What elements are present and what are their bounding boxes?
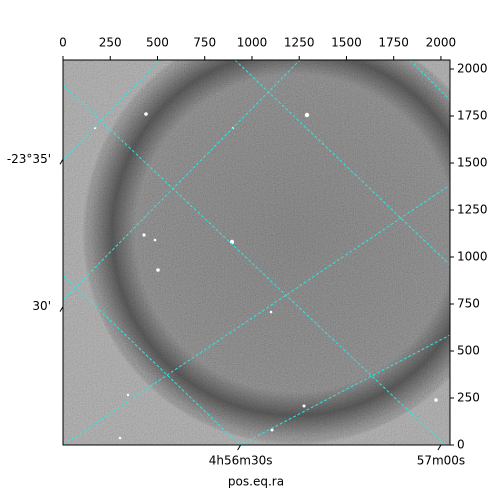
y-tick-label: 1500 (457, 156, 488, 170)
y-tick-label: 250 (457, 391, 480, 405)
x-tick-label: 1750 (378, 36, 409, 50)
frame (62, 59, 451, 446)
x-tick-label: 500 (146, 36, 169, 50)
x-tick-label: 2000 (426, 36, 457, 50)
x-tick-label: 0 (59, 36, 67, 50)
ra-tick (437, 444, 442, 451)
y-tick-label: 2000 (457, 62, 488, 76)
ra-tick-label: 57m00s (417, 454, 465, 468)
image (63, 60, 450, 445)
x-axis-label: pos.eq.ra (228, 475, 284, 489)
dec-tick-label: 30' (32, 299, 51, 313)
x-tick-label: 1000 (237, 36, 268, 50)
y-tick-label: 0 (457, 438, 465, 452)
x-tick-label: 1500 (331, 36, 362, 50)
y-tick-label: 750 (457, 297, 480, 311)
dec-tick (59, 306, 64, 312)
dec-tick-label: -23°35' (7, 152, 51, 166)
y-tick-label: 500 (457, 344, 480, 358)
y-tick-label: 1250 (457, 203, 488, 217)
dec-tick (59, 159, 64, 165)
y-tick-label: 1750 (457, 109, 488, 123)
y-tick-label: 1000 (457, 250, 488, 264)
x-tick-label: 1250 (284, 36, 315, 50)
ra-tick (237, 444, 242, 451)
x-tick-label: 250 (99, 36, 122, 50)
x-tick-label: 750 (193, 36, 216, 50)
ra-tick-label: 4h56m30s (209, 454, 273, 468)
